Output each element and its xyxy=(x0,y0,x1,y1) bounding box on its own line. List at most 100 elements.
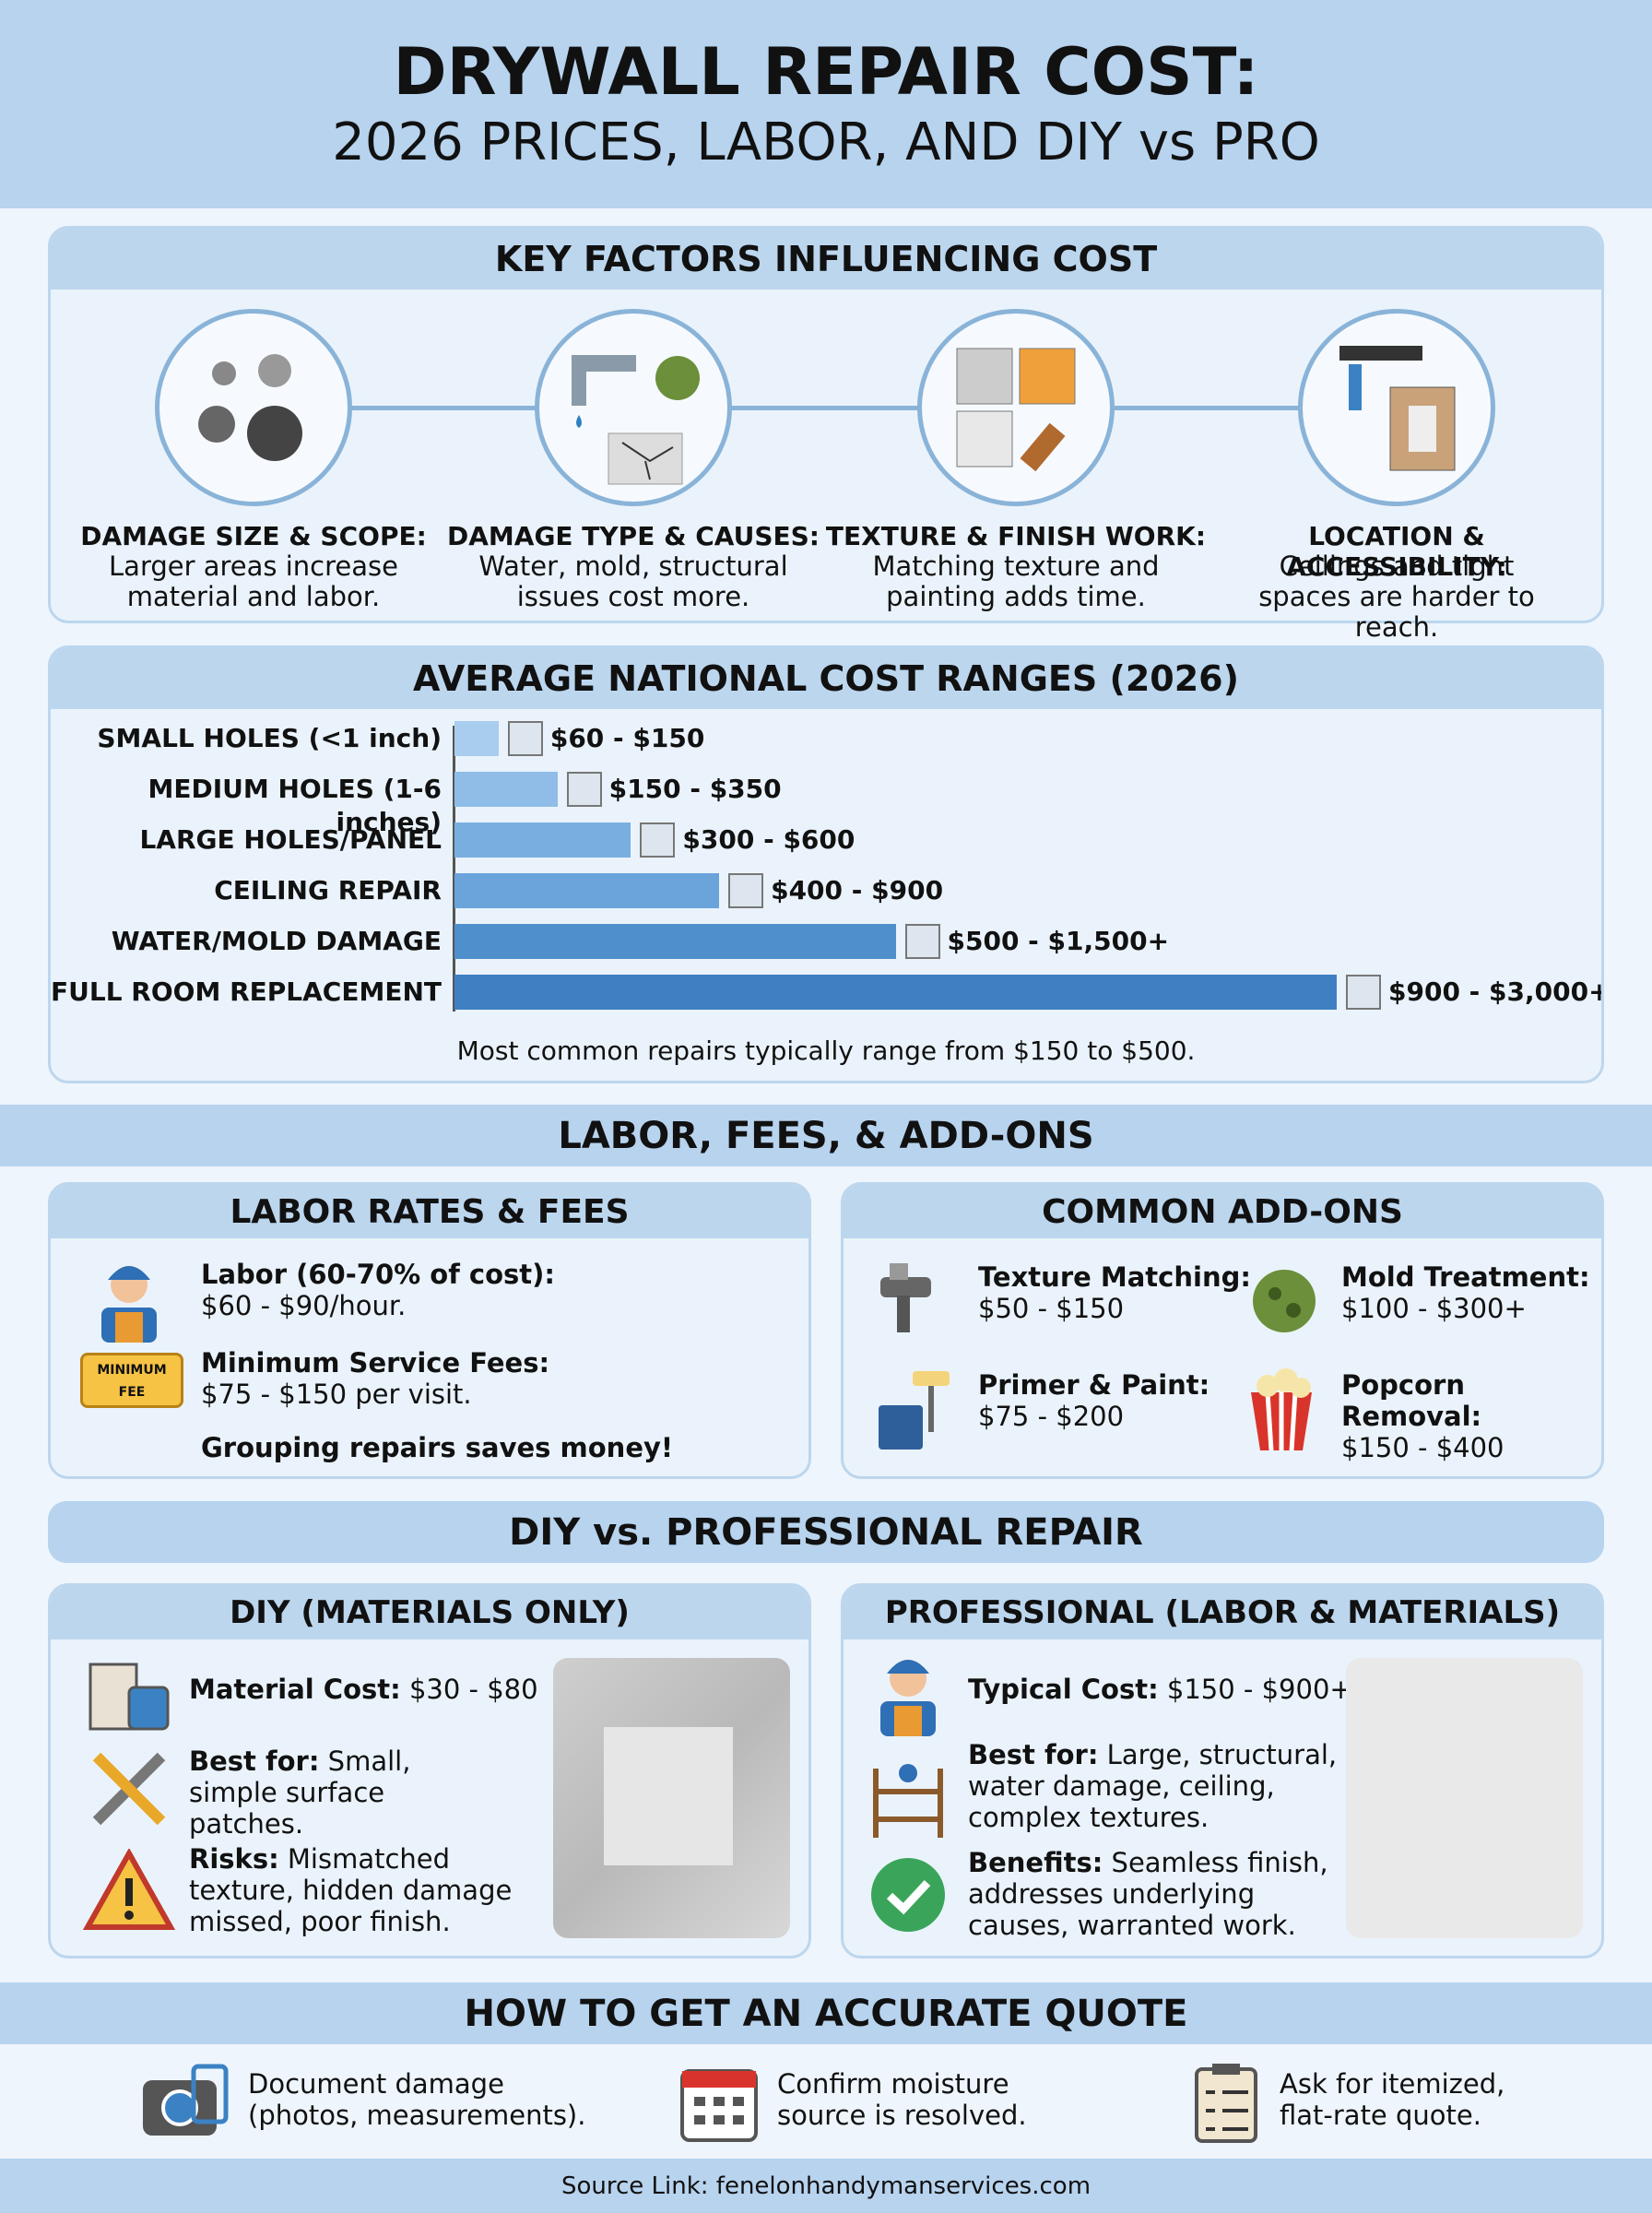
item-text: Mismatched texture, hidden damage missed… xyxy=(189,1843,513,1937)
item-text: $100 - $300+ xyxy=(1341,1293,1527,1324)
shape xyxy=(1253,1270,1316,1332)
worker-icon xyxy=(880,1660,936,1736)
pro-item: Typical Cost: $150 - $900+ xyxy=(968,1674,1355,1705)
tip: Grouping repairs saves money! xyxy=(201,1432,674,1463)
item-heading: Primer & Paint: xyxy=(978,1369,1210,1401)
footer: Source Link: fenelonhandymanservices.com xyxy=(0,2159,1652,2213)
cost-chart-panel: AVERAGE NATIONAL COST RANGES (2026) Most… xyxy=(48,645,1604,1083)
factor-heading: TEXTURE & FINISH WORK: xyxy=(825,521,1207,551)
value-label: $500 - $1,500+ xyxy=(947,926,1170,956)
check-icon xyxy=(871,1858,945,1932)
shape xyxy=(897,1296,910,1332)
shape xyxy=(694,2115,705,2124)
pro-item: Best for: Large, structural, water damag… xyxy=(968,1739,1355,1833)
factor-text: Matching texture and painting adds time. xyxy=(872,550,1160,612)
pro-item: Benefits: Seamless finish, addresses und… xyxy=(968,1847,1355,1941)
icon-circle xyxy=(917,309,1115,506)
item-heading: Typical Cost: xyxy=(968,1674,1159,1705)
materials-icon xyxy=(88,1663,170,1731)
finish-photo xyxy=(1346,1658,1583,1938)
shape xyxy=(956,348,1013,405)
bar-icon xyxy=(904,924,940,959)
shape xyxy=(1409,406,1436,452)
item-heading: Material Cost: xyxy=(189,1674,401,1705)
value-label: $400 - $900 xyxy=(771,875,944,905)
shape xyxy=(1291,1378,1311,1398)
fee-badge: MINIMUM FEE xyxy=(80,1353,183,1408)
addons-panel: COMMON ADD-ONS Texture Matching: $50 - $1… xyxy=(841,1182,1604,1479)
addon-item: Mold Treatment: $100 - $300+ xyxy=(1341,1261,1590,1324)
factor-text: Water, mold, structural issues cost more… xyxy=(478,550,788,612)
badge-text: FEE xyxy=(118,1385,146,1400)
warning-icon xyxy=(83,1849,175,1930)
shape xyxy=(880,1277,931,1297)
panel-title: DIY (MATERIALS ONLY) xyxy=(51,1586,808,1639)
shape xyxy=(694,2097,705,2106)
item-text: $30 - $80 xyxy=(408,1674,538,1705)
shape xyxy=(873,1769,943,1838)
shape xyxy=(191,2064,229,2124)
quote-step: Ask for itemized, flat-rate quote. xyxy=(1280,2068,1505,2131)
pro-panel: PROFESSIONAL (LABOR & MATERIALS) Typical… xyxy=(841,1583,1604,1959)
bar xyxy=(454,721,499,756)
shape xyxy=(956,410,1013,467)
worker-icon xyxy=(101,1266,157,1343)
shape xyxy=(1349,364,1362,410)
tools-icon xyxy=(92,1752,166,1826)
panel-title: COMMON ADD-ONS xyxy=(844,1185,1601,1238)
shape xyxy=(127,1686,170,1731)
item-text: $75 - $200 xyxy=(978,1401,1125,1432)
shape xyxy=(887,1660,929,1674)
shape xyxy=(714,2115,725,2124)
icon-circle xyxy=(155,309,352,506)
shape xyxy=(115,1312,143,1343)
shape xyxy=(108,1266,150,1280)
category-label: CEILING REPAIR xyxy=(214,875,442,905)
factor-heading: DAMAGE TYPE & CAUSES: xyxy=(447,521,820,551)
shape xyxy=(1257,1375,1279,1397)
shape xyxy=(871,1858,945,1932)
category-label: SMALL HOLES (<1 inch) xyxy=(97,723,442,753)
value-label: $300 - $600 xyxy=(682,824,856,855)
addon-item: Texture Matching: $50 - $150 xyxy=(978,1261,1251,1324)
shape xyxy=(572,355,636,372)
bar-icon xyxy=(640,822,676,858)
shape xyxy=(694,2097,744,2124)
shape xyxy=(92,1752,166,1826)
labor-panel: LABOR RATES & FEES MINIMUM FEE Labor (60-… xyxy=(48,1182,811,1479)
shape xyxy=(879,1405,923,1450)
diy-item: Risks: Mismatched texture, hidden damage… xyxy=(189,1843,558,1937)
labor-item: Minimum Service Fees: $75 - $150 per visi… xyxy=(201,1347,549,1410)
title: DRYWALL REPAIR COST: xyxy=(393,34,1259,110)
bar xyxy=(454,975,1337,1010)
item-heading: Risks: xyxy=(189,1843,279,1875)
diy-item: Best for: Small, simple surface patches. xyxy=(189,1746,502,1840)
patch-photo xyxy=(553,1658,790,1938)
item-text: $50 - $150 xyxy=(978,1293,1125,1324)
labor-item: Labor (60-70% of cost): $60 - $90/hour. xyxy=(201,1259,555,1321)
chart-note: Most common repairs typically range from… xyxy=(456,1035,1196,1066)
value-label: $150 - $350 xyxy=(608,774,782,804)
shape xyxy=(886,1879,931,1915)
shape xyxy=(733,2115,744,2124)
icon-circle xyxy=(535,309,732,506)
shape xyxy=(576,415,582,428)
item-heading: Benefits: xyxy=(968,1847,1103,1878)
section-band: LABOR, FEES, & ADD-ONS xyxy=(0,1105,1652,1166)
shape xyxy=(258,354,291,387)
item-heading: Best for: xyxy=(968,1739,1099,1770)
bar-icon xyxy=(507,721,543,756)
shape xyxy=(247,406,302,461)
addon-item: Popcorn Removal: $150 - $400 xyxy=(1341,1369,1601,1463)
item-text: $150 - $400 xyxy=(1341,1432,1504,1463)
addon-item: Primer & Paint: $75 - $200 xyxy=(978,1369,1210,1432)
item-heading: Texture Matching: xyxy=(978,1261,1251,1293)
item-text: Small, simple surface patches. xyxy=(189,1746,411,1840)
category-label: MEDIUM HOLES (1-6 inches) xyxy=(148,774,442,837)
shape xyxy=(655,356,700,400)
icon xyxy=(572,355,700,485)
shape xyxy=(621,442,674,480)
shape xyxy=(682,2071,756,2088)
sprayer-icon xyxy=(880,1263,931,1332)
item-text: $75 - $150 per visit. xyxy=(201,1379,472,1410)
